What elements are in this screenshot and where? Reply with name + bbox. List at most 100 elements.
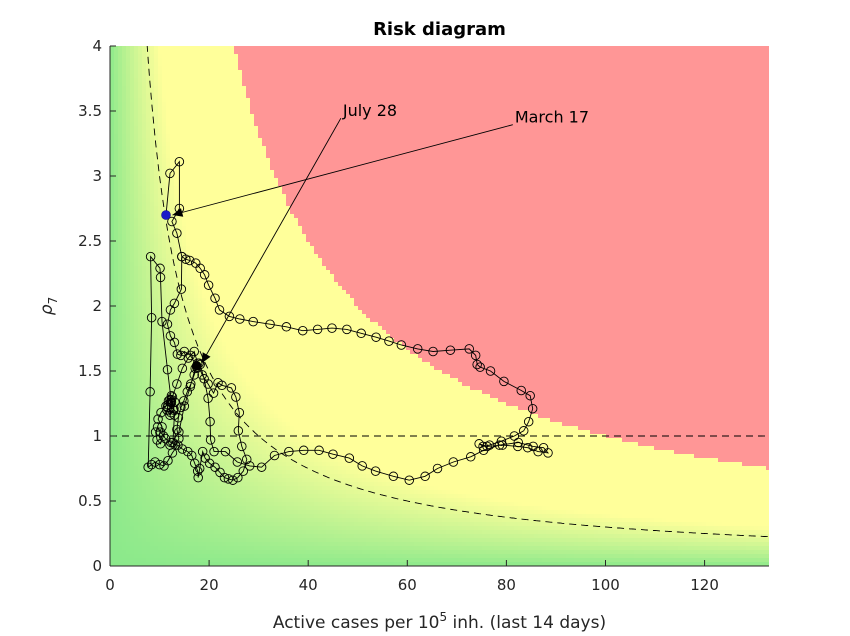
background-cell bbox=[306, 70, 311, 75]
background-cell bbox=[670, 126, 675, 131]
background-cell bbox=[734, 98, 739, 103]
background-cell bbox=[746, 74, 751, 79]
background-cell bbox=[366, 126, 371, 131]
background-cell bbox=[502, 66, 507, 71]
background-cell bbox=[602, 46, 607, 51]
background-cell bbox=[638, 86, 643, 91]
background-cell bbox=[298, 154, 303, 159]
background-cell bbox=[766, 142, 771, 147]
background-cell bbox=[442, 118, 447, 123]
background-cell bbox=[426, 66, 431, 71]
background-cell bbox=[262, 62, 267, 67]
background-cell bbox=[654, 134, 659, 139]
background-cell bbox=[366, 78, 371, 83]
background-cell bbox=[342, 138, 347, 143]
background-cell bbox=[254, 162, 259, 167]
background-cell bbox=[190, 142, 195, 147]
background-cell bbox=[586, 86, 591, 91]
background-cell bbox=[710, 126, 715, 131]
background-cell bbox=[562, 102, 567, 107]
background-cell bbox=[646, 118, 651, 123]
background-cell bbox=[170, 82, 175, 87]
background-cell bbox=[214, 82, 219, 87]
background-cell bbox=[278, 146, 283, 151]
background-cell bbox=[194, 114, 199, 119]
background-cell bbox=[306, 46, 311, 51]
background-cell bbox=[298, 74, 303, 79]
background-cell bbox=[598, 82, 603, 87]
background-cell bbox=[554, 98, 559, 103]
background-cell bbox=[654, 158, 659, 163]
background-cell bbox=[146, 74, 151, 79]
background-cell bbox=[374, 78, 379, 83]
background-cell bbox=[314, 110, 319, 115]
background-cell bbox=[550, 74, 555, 79]
background-cell bbox=[290, 162, 295, 167]
background-cell bbox=[246, 134, 251, 139]
background-cell bbox=[374, 134, 379, 139]
background-cell bbox=[250, 82, 255, 87]
background-cell bbox=[718, 94, 723, 99]
background-cell bbox=[198, 74, 203, 79]
background-cell bbox=[582, 90, 587, 95]
background-cell bbox=[358, 122, 363, 127]
background-cell bbox=[566, 102, 571, 107]
background-cell bbox=[682, 50, 687, 55]
background-cell bbox=[186, 138, 191, 143]
background-cell bbox=[746, 66, 751, 71]
background-cell bbox=[290, 62, 295, 67]
background-cell bbox=[142, 102, 147, 107]
background-cell bbox=[466, 142, 471, 147]
background-cell bbox=[478, 146, 483, 151]
background-cell bbox=[646, 162, 651, 167]
background-cell bbox=[338, 150, 343, 155]
background-cell bbox=[402, 58, 407, 63]
background-cell bbox=[126, 162, 131, 167]
background-cell bbox=[238, 114, 243, 119]
background-cell bbox=[354, 74, 359, 79]
background-cell bbox=[122, 98, 127, 103]
background-cell bbox=[266, 50, 271, 55]
background-cell bbox=[750, 62, 755, 67]
background-cell bbox=[694, 70, 699, 75]
background-cell bbox=[378, 130, 383, 135]
background-cell bbox=[482, 74, 487, 79]
background-cell bbox=[482, 98, 487, 103]
background-cell bbox=[570, 150, 575, 155]
background-cell bbox=[118, 78, 123, 83]
background-cell bbox=[190, 150, 195, 155]
background-cell bbox=[314, 118, 319, 123]
background-cell bbox=[410, 74, 415, 79]
background-cell bbox=[326, 98, 331, 103]
background-cell bbox=[742, 74, 747, 79]
background-cell bbox=[542, 66, 547, 71]
background-cell bbox=[338, 50, 343, 55]
background-cell bbox=[346, 134, 351, 139]
background-cell bbox=[618, 86, 623, 91]
background-cell bbox=[158, 142, 163, 147]
background-cell bbox=[590, 50, 595, 55]
background-cell bbox=[742, 94, 747, 99]
background-cell bbox=[286, 78, 291, 83]
background-cell bbox=[730, 82, 735, 87]
background-cell bbox=[642, 118, 647, 123]
background-cell bbox=[230, 94, 235, 99]
background-cell bbox=[562, 94, 567, 99]
background-cell bbox=[578, 94, 583, 99]
background-cell bbox=[662, 102, 667, 107]
background-cell bbox=[370, 78, 375, 83]
background-cell bbox=[450, 94, 455, 99]
background-cell bbox=[606, 134, 611, 139]
background-cell bbox=[134, 62, 139, 67]
background-cell bbox=[338, 146, 343, 151]
background-cell bbox=[242, 166, 247, 171]
background-cell bbox=[186, 58, 191, 63]
background-cell bbox=[302, 94, 307, 99]
background-cell bbox=[210, 86, 215, 91]
background-cell bbox=[274, 78, 279, 83]
background-cell bbox=[734, 150, 739, 155]
background-cell bbox=[570, 66, 575, 71]
background-cell bbox=[602, 74, 607, 79]
background-cell bbox=[178, 66, 183, 71]
background-cell bbox=[682, 134, 687, 139]
